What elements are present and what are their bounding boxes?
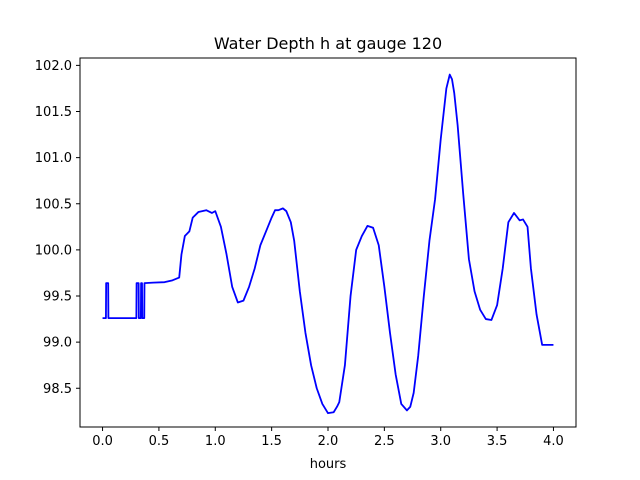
x-tick-label: 1.5 — [261, 434, 282, 449]
x-tick-label: 1.0 — [205, 434, 226, 449]
y-tick-label: 100.0 — [35, 243, 72, 258]
y-tick-label: 99.5 — [43, 290, 72, 305]
y-axis: 98.5 99.0 99.5 100.0 100.5 101.0 101.5 102.0 — [35, 59, 80, 397]
x-tick-label: 3.0 — [430, 434, 451, 449]
x-tick-label: 4.0 — [543, 434, 564, 449]
y-tick-label: 101.0 — [35, 151, 72, 166]
x-tick-label: 3.5 — [487, 434, 508, 449]
x-tick-label: 0.5 — [149, 434, 170, 449]
plot-background — [80, 58, 576, 427]
x-tick-label: 0.0 — [92, 434, 113, 449]
series-line-0 — [102, 73, 554, 415]
chart-title: Water Depth h at gauge 120 — [214, 34, 442, 53]
x-axis-label: hours — [310, 457, 347, 472]
x-tick-label: 2.0 — [318, 434, 339, 449]
y-tick-label: 102.0 — [35, 59, 72, 74]
y-tick-label: 98.5 — [43, 382, 72, 397]
y-tick-label: 99.0 — [43, 336, 72, 351]
x-axis: 0.0 0.5 1.0 1.5 2.0 2.5 3.0 3.5 4.0 — [92, 427, 564, 449]
y-tick-label: 100.5 — [35, 197, 72, 212]
x-tick-label: 2.5 — [374, 434, 395, 449]
plot-area — [79, 57, 577, 428]
y-tick-label: 101.5 — [35, 105, 72, 120]
